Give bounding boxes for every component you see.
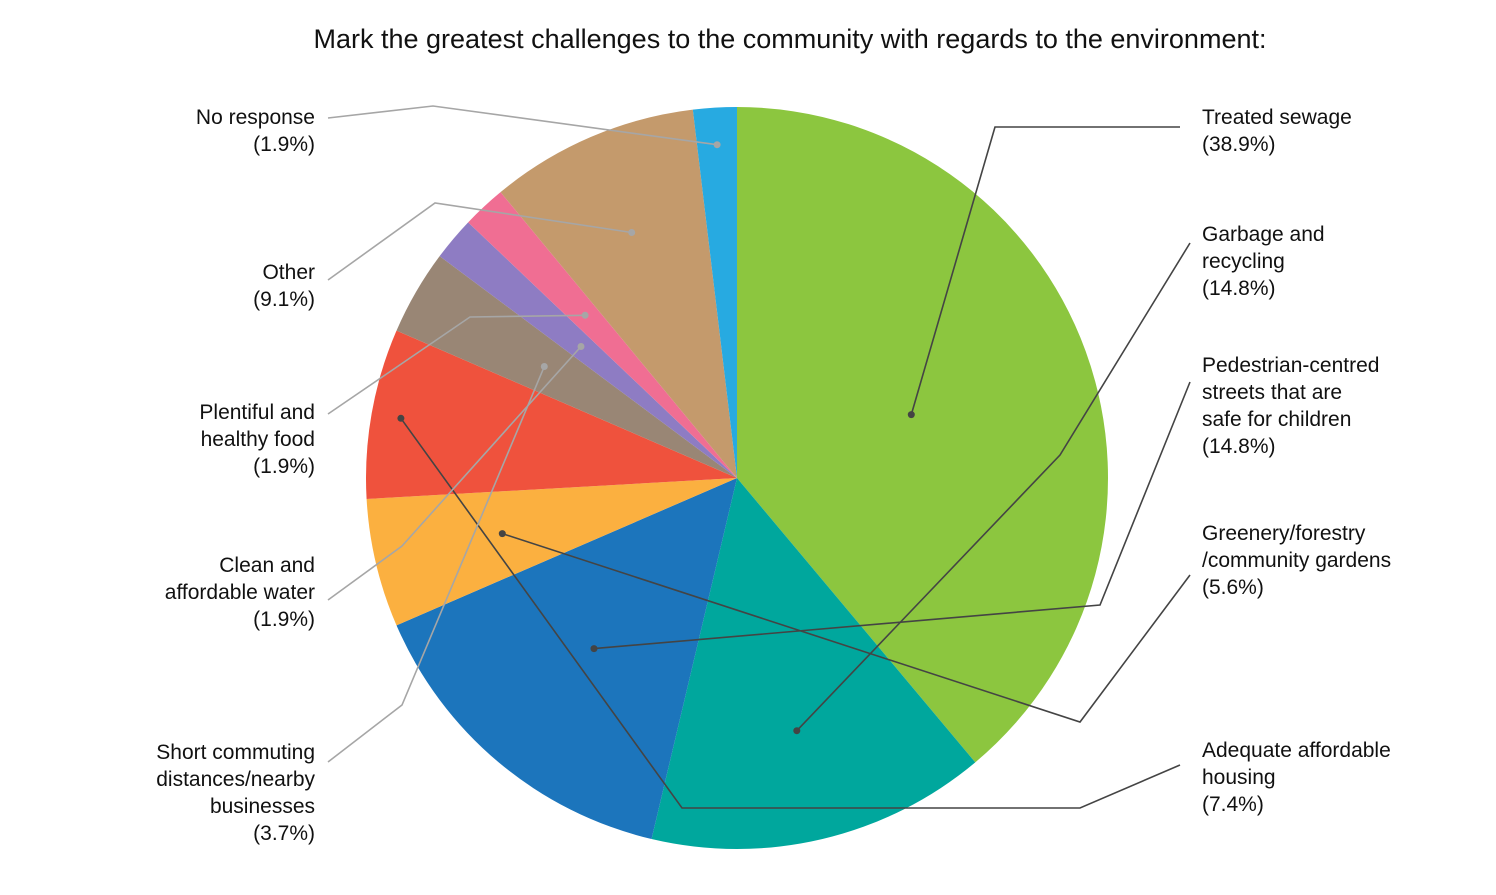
pie-slice-pedestrian-centred-streets-that-are-safe-for-children — [396, 478, 737, 840]
leader-line-adequate-affordable-housing — [400, 417, 1181, 809]
pie-slices — [365, 107, 1109, 850]
chart-title: Mark the greatest challenges to the comm… — [314, 24, 1267, 54]
leader-dot-treated-sewage — [907, 411, 915, 419]
leader-line-treated-sewage — [910, 126, 1180, 415]
leader-dot-garbage-and-recycling — [793, 727, 801, 735]
leader-dot-no-response — [713, 141, 721, 149]
leader-line-clean-and-affordable-water — [327, 345, 582, 601]
slice-label-treated-sewage: Treated sewage (38.9%) — [1202, 106, 1352, 156]
leader-line-no-response — [327, 105, 718, 146]
leader-line-pedestrian-centred-streets-that-are-safe-for-children — [593, 381, 1191, 650]
leader-line-plentiful-and-healthy-food — [327, 314, 586, 415]
pie-slice-treated-sewage — [737, 107, 1109, 763]
slice-label-clean-and-affordable-water: Clean and affordable water (1.9%) — [165, 554, 315, 631]
leader-line-short-commuting-distances-nearby-businesses — [327, 366, 546, 763]
pie-slice-greenery-forestry-community-gardens — [366, 478, 737, 626]
leader-dot-pedestrian-centred-streets-that-are-safe-for-children — [590, 645, 598, 653]
slice-label-other: Other (9.1%) — [253, 261, 315, 311]
leader-dot-clean-and-affordable-water — [577, 343, 585, 350]
pie-slice-clean-and-affordable-water — [439, 222, 737, 478]
leader-line-other — [327, 202, 632, 281]
leader-dot-short-commuting-distances-nearby-businesses — [540, 363, 548, 370]
slice-label-short-commuting-distances-nearby-businesses: Short commuting distances/nearby businesse… — [156, 741, 315, 845]
pie-slice-short-commuting-distances-nearby-businesses — [396, 256, 737, 478]
slice-label-plentiful-and-healthy-food: Plentiful and healthy food (1.9%) — [199, 401, 315, 478]
leader-dot-plentiful-and-healthy-food — [581, 311, 589, 319]
pie-slice-other — [500, 109, 737, 478]
leader-lines — [327, 105, 1191, 809]
pie-slice-plentiful-and-healthy-food — [468, 192, 737, 478]
leader-dot-adequate-affordable-housing — [397, 414, 405, 422]
pie-slice-adequate-affordable-housing — [365, 330, 737, 499]
leader-line-greenery-forestry-community-gardens — [502, 532, 1191, 723]
slice-label-adequate-affordable-housing: Adequate affordable housing (7.4%) — [1202, 739, 1391, 816]
slice-label-garbage-and-recycling: Garbage and recycling (14.8%) — [1202, 223, 1325, 300]
leader-dot-greenery-forestry-community-gardens — [498, 530, 506, 538]
leader-line-garbage-and-recycling — [796, 242, 1191, 732]
slice-labels: Treated sewage (38.9%) Garbage and recyclin… — [156, 106, 1391, 845]
pie-slice-garbage-and-recycling — [651, 478, 976, 850]
slice-label-no-response: No response (1.9%) — [196, 106, 315, 156]
slice-label-pedestrian-centred-streets-that-are-safe-for-children: Pedestrian-centred streets that are safe f… — [1202, 354, 1379, 458]
leader-dot-other — [628, 229, 636, 236]
slice-label-greenery-forestry-community-gardens: Greenery/forestry/community gardens (5.6%… — [1202, 522, 1391, 599]
pie-slice-no-response — [692, 107, 737, 478]
